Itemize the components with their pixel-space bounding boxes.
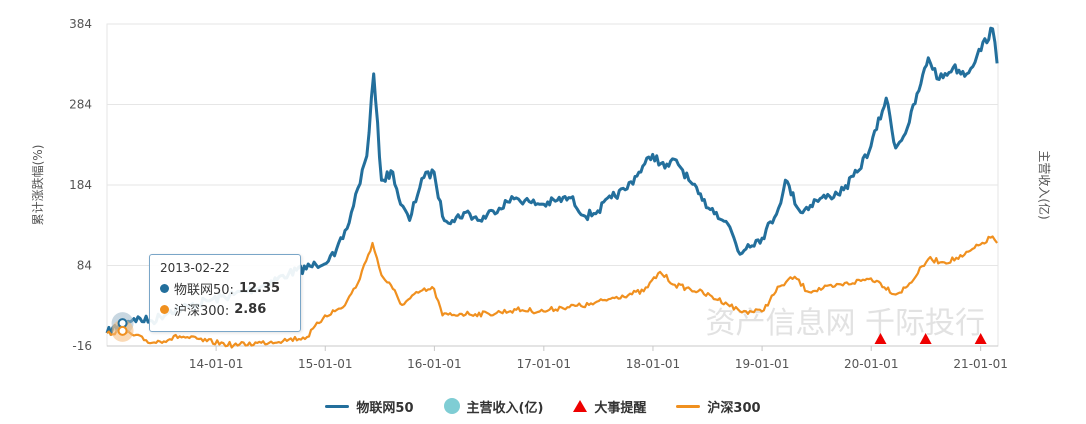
legend: 物联网50 主营收入(亿) 大事提醒 沪深300 — [0, 394, 1086, 418]
circle-swatch-icon — [443, 398, 460, 414]
legend-item-revenue[interactable]: 主营收入(亿) — [443, 397, 544, 416]
tooltip-series1-label: 物联网50: — [174, 283, 234, 298]
y-tick-label: 184 — [69, 178, 92, 192]
event-marker — [874, 333, 887, 344]
event-marker — [974, 333, 987, 344]
series2-hover-point — [117, 325, 128, 336]
legend-label-series2: 沪深300 — [707, 400, 761, 416]
event-markers — [874, 333, 987, 344]
legend-label-series1: 物联网50 — [356, 400, 414, 416]
tooltip-series2-label: 沪深300: — [174, 304, 230, 319]
legend-item-events[interactable]: 大事提醒 — [573, 397, 646, 416]
tooltip-row-series1: 物联网50: 12.35 — [160, 279, 290, 298]
series2-dot-icon — [160, 305, 169, 314]
x-tick-label: 18-01-01 — [626, 357, 680, 371]
line-swatch-icon — [676, 404, 701, 408]
x-tick-label: 20-01-01 — [844, 357, 898, 371]
tooltip-series2-value: 2.86 — [234, 302, 267, 317]
y-tick-label: 284 — [69, 98, 92, 112]
chart-area: 384 284 184 84 -16 14-01-01 15-01-01 16-01-01 17… — [30, 17, 1052, 371]
y-tick-label: 84 — [77, 259, 92, 273]
x-tick-label: 15-01-01 — [298, 357, 352, 371]
series1-dot-icon — [160, 284, 169, 293]
x-tick-label: 19-01-01 — [735, 357, 789, 371]
y-axis-left-title: 累计涨跌幅(%) — [30, 145, 45, 226]
tooltip-date: 2013-02-22 — [160, 261, 230, 275]
y-axis-right-title: 主营收入(亿) — [1037, 150, 1052, 219]
x-tick-label: 14-01-01 — [189, 357, 243, 371]
y-tick-label: -16 — [72, 339, 92, 353]
x-tick-label: 17-01-01 — [517, 357, 571, 371]
event-marker — [919, 333, 932, 344]
x-tick-label: 21-01-01 — [953, 357, 1007, 371]
y-tick-label: 384 — [69, 17, 92, 31]
tooltip: 2013-02-22 物联网50: 12.35 沪深300: 2.86 — [149, 254, 301, 332]
x-tick-label: 16-01-01 — [407, 357, 461, 371]
triangle-swatch-icon — [573, 400, 588, 412]
legend-item-series1[interactable]: 物联网50 — [325, 397, 414, 416]
legend-label-events: 大事提醒 — [594, 400, 647, 416]
tooltip-row-series2: 沪深300: 2.86 — [160, 300, 290, 319]
series-line-2 — [106, 235, 998, 349]
axes: 384 284 184 84 -16 14-01-01 15-01-01 16-01-01 17… — [69, 17, 1008, 371]
line-swatch-icon — [325, 404, 350, 408]
watermark-text: 资产信息网 千际投行 — [705, 306, 985, 341]
legend-item-series2[interactable]: 沪深300 — [676, 397, 761, 416]
legend-label-revenue: 主营收入(亿) — [466, 400, 544, 416]
hover-highlight — [111, 312, 134, 342]
tooltip-series1-value: 12.35 — [238, 281, 281, 296]
